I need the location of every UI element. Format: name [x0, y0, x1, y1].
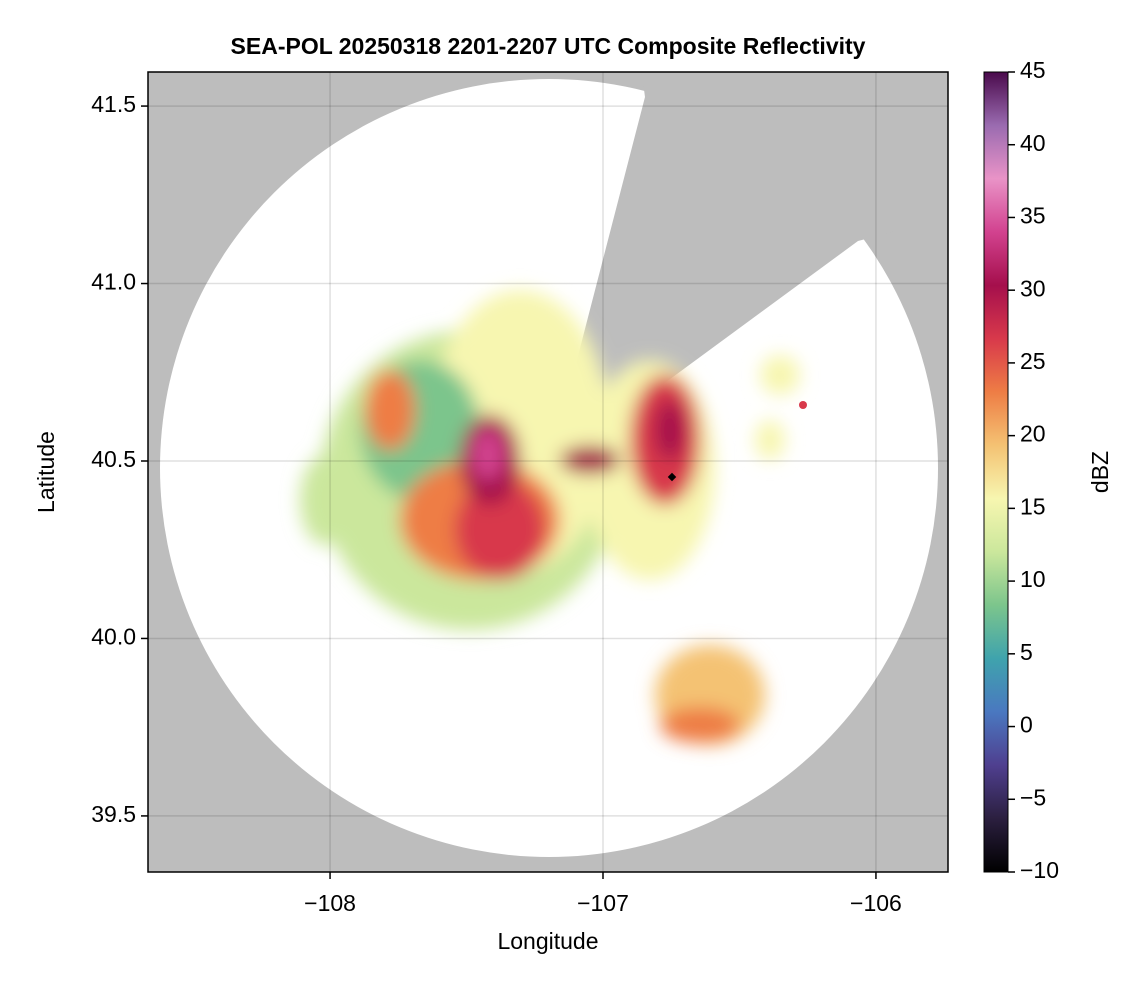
radar-map [148, 72, 948, 872]
y-tick-label: 40.0 [91, 624, 136, 650]
colorbar-tick-label: −5 [1020, 784, 1046, 810]
x-tick-label: −106 [850, 890, 902, 916]
y-axis-label: Latitude [33, 431, 59, 513]
y-tick-label: 41.5 [91, 91, 136, 117]
x-tick-label: −108 [304, 890, 356, 916]
echoes [300, 290, 800, 745]
x-tick-label: −107 [577, 890, 629, 916]
colorbar [983, 71, 1009, 873]
colorbar-tick-label: 35 [1020, 203, 1046, 229]
colorbar-tick-label: 5 [1020, 639, 1033, 665]
echo-cell [799, 401, 807, 409]
colorbar-tick-label: 45 [1020, 57, 1046, 83]
colorbar-tick-label: 30 [1020, 275, 1046, 301]
colorbar-tick-label: 20 [1020, 421, 1046, 447]
colorbar-tick-label: 25 [1020, 348, 1046, 374]
chart-title: SEA-POL 20250318 2201-2207 UTC Composite… [231, 33, 866, 59]
colorbar-label: dBZ [1087, 451, 1113, 493]
x-axis-label: Longitude [497, 928, 598, 954]
y-tick-label: 40.5 [91, 446, 136, 472]
colorbar-tick-label: −10 [1020, 857, 1059, 883]
site-marker [667, 472, 677, 482]
y-tick-label: 41.0 [91, 269, 136, 295]
y-tick-label: 39.5 [91, 801, 136, 827]
colorbar-tick-label: 15 [1020, 493, 1046, 519]
colorbar-tick-label: 10 [1020, 566, 1046, 592]
plot-frame [147, 71, 949, 873]
colorbar-tick-label: 40 [1020, 130, 1046, 156]
colorbar-tick-label: 0 [1020, 712, 1033, 738]
